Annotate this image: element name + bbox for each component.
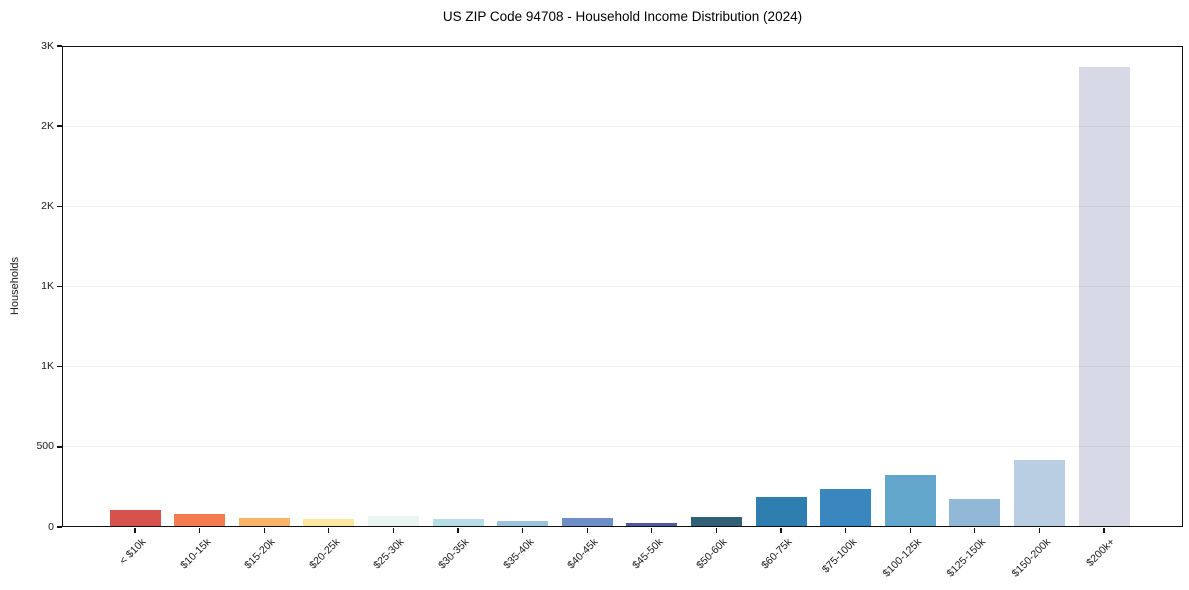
bar-15: [1078, 66, 1130, 527]
bar-8: [626, 523, 678, 527]
x-tick-mark: [651, 527, 653, 533]
x-tick-mark: [780, 527, 782, 533]
x-tick-mark: [134, 527, 136, 533]
x-tick-mark: [1038, 527, 1041, 533]
x-tick-label: $40-45k: [565, 536, 601, 572]
x-tick-mark: [974, 527, 976, 533]
x-tick-label: $25-30k: [371, 536, 407, 572]
bar-0: [109, 509, 161, 527]
gridline-1500: [62, 286, 1183, 287]
x-tick-mark: [1103, 527, 1105, 533]
y-tick-label: 3K: [41, 39, 54, 52]
x-tick-label: $10-15k: [177, 536, 214, 572]
gridline-2500: [62, 125, 1183, 127]
y-tick-mark: [57, 125, 62, 127]
y-tick-label: 2K: [41, 199, 54, 212]
x-tick-label: $20-25k: [306, 536, 343, 572]
gridline-2000: [62, 205, 1183, 207]
x-tick-label: $200k+: [1084, 536, 1118, 570]
gridline-500: [62, 446, 1183, 448]
y-tick-mark: [57, 285, 62, 288]
bar-11: [820, 488, 872, 527]
x-tick-mark: [521, 527, 524, 533]
bar-5: [432, 518, 484, 527]
y-tick-label: 0: [48, 520, 54, 533]
y-tick-mark: [57, 205, 62, 208]
x-tick-label: < $10k: [117, 536, 149, 567]
bar-14: [1013, 459, 1065, 527]
gridline-3000: [62, 45, 1183, 47]
bar-13: [949, 498, 1001, 527]
x-tick-mark: [586, 527, 588, 533]
y-tick-mark: [57, 365, 62, 368]
x-tick-label: $45-50k: [629, 536, 666, 572]
gridline-1000: [62, 366, 1183, 368]
bar-2: [238, 518, 290, 527]
x-tick-label: $15-20k: [242, 536, 278, 572]
bar-9: [690, 517, 742, 527]
x-tick-mark: [715, 527, 718, 533]
y-tick-mark: [57, 446, 62, 448]
y-tick-mark: [57, 526, 62, 528]
y-tick-label: 1K: [41, 280, 54, 292]
x-tick-label: $30-35k: [436, 536, 472, 572]
bar-12: [884, 474, 936, 527]
bar-1: [174, 513, 226, 527]
bar-7: [561, 518, 613, 527]
x-tick-label: $150-200k: [1009, 536, 1053, 580]
x-tick-label: $50-60k: [694, 536, 730, 572]
chart-title: US ZIP Code 94708 - Household Income Dis…: [442, 9, 803, 24]
x-tick-mark: [392, 527, 395, 533]
x-tick-mark: [844, 527, 847, 533]
bar-10: [755, 496, 807, 527]
bar-3: [303, 518, 355, 527]
y-tick-label: 1K: [41, 360, 54, 373]
y-tick-label: 2K: [41, 119, 54, 132]
bar-4: [367, 516, 419, 527]
x-tick-label: $35-40k: [500, 536, 537, 572]
x-tick-label: $60-75k: [759, 536, 795, 572]
y-tick-label: 500: [36, 440, 54, 453]
y-tick-mark: [57, 45, 62, 47]
x-tick-mark: [457, 527, 459, 533]
x-tick-mark: [328, 527, 330, 533]
x-tick-label: $125-150k: [944, 536, 989, 580]
x-tick-label: $100-125k: [880, 536, 924, 580]
x-tick-mark: [198, 527, 201, 533]
x-tick-label: $75-100k: [819, 536, 860, 576]
x-tick-mark: [909, 527, 911, 533]
x-tick-mark: [263, 527, 265, 533]
bar-6: [497, 520, 549, 527]
